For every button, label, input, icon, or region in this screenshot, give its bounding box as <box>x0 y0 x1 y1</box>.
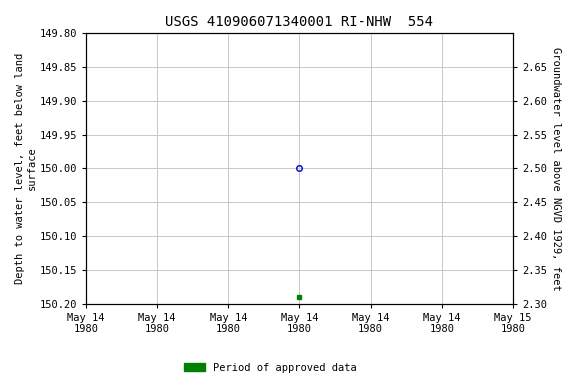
Y-axis label: Depth to water level, feet below land
surface: Depth to water level, feet below land su… <box>15 53 37 284</box>
Y-axis label: Groundwater level above NGVD 1929, feet: Groundwater level above NGVD 1929, feet <box>551 46 561 290</box>
Legend: Period of approved data: Period of approved data <box>180 359 361 377</box>
Title: USGS 410906071340001 RI-NHW  554: USGS 410906071340001 RI-NHW 554 <box>165 15 434 29</box>
